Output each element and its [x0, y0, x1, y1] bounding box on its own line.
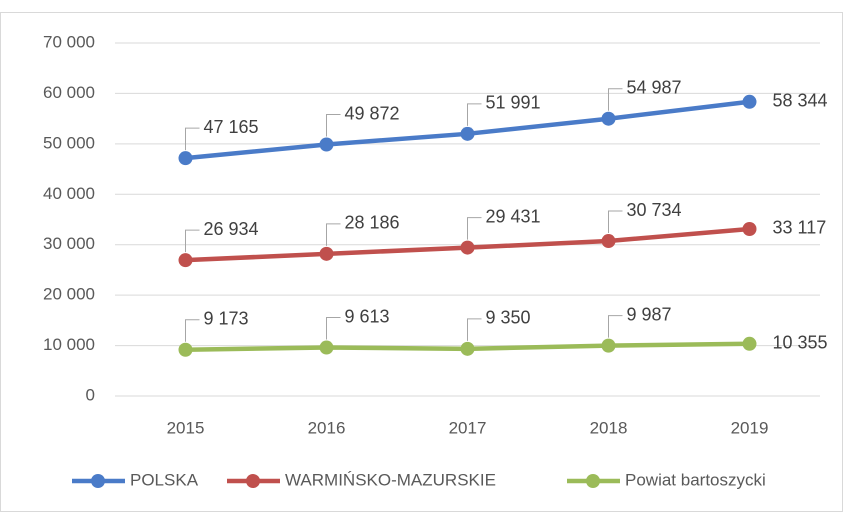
leader-line	[185, 127, 200, 151]
y-tick-label: 0	[86, 385, 95, 404]
x-tick-label: 2015	[167, 418, 205, 437]
y-tick-label: 30 000	[43, 234, 95, 253]
data-label: 33 117	[773, 218, 827, 238]
leader-line	[608, 315, 623, 338]
y-tick-label: 40 000	[43, 184, 95, 203]
data-point	[601, 111, 616, 126]
leader-line	[467, 318, 482, 341]
x-tick-label: 2018	[590, 418, 628, 437]
leader-line	[608, 88, 623, 111]
y-tick-label: 20 000	[43, 285, 95, 304]
leader-line	[185, 319, 200, 342]
leader-line	[185, 229, 200, 253]
leader-line	[326, 223, 341, 246]
leader-line	[608, 210, 623, 234]
x-tick-label: 2019	[731, 418, 769, 437]
data-label: 9 613	[345, 306, 390, 326]
data-point	[319, 137, 334, 152]
data-point	[742, 94, 757, 109]
data-point	[742, 221, 757, 236]
legend-label: Powiat bartoszycki	[625, 470, 766, 489]
data-point	[319, 246, 334, 261]
data-point	[601, 338, 616, 353]
chart-frame	[0, 12, 843, 512]
leader-line	[326, 317, 341, 340]
data-label: 58 344	[773, 91, 828, 111]
data-label: 9 987	[627, 304, 672, 324]
data-label: 47 165	[204, 117, 259, 137]
legend-label: WARMIŃSKO-MAZURSKIE	[285, 470, 496, 489]
data-label: 28 186	[345, 213, 400, 233]
data-point	[460, 240, 475, 255]
data-label: 9 350	[486, 308, 531, 328]
data-label: 30 734	[627, 200, 682, 220]
data-point	[319, 340, 334, 355]
y-tick-label: 50 000	[43, 133, 95, 152]
leader-line	[467, 103, 482, 126]
data-label: 51 991	[486, 93, 541, 113]
y-tick-label: 70 000	[43, 32, 95, 51]
leader-line	[467, 217, 482, 240]
legend-marker	[246, 474, 260, 488]
x-tick-label: 2017	[449, 418, 487, 437]
data-label: 10 355	[773, 333, 828, 353]
data-point	[460, 126, 475, 141]
leader-line	[326, 114, 341, 137]
data-label: 29 431	[486, 206, 541, 226]
legend-label: POLSKA	[130, 470, 199, 489]
y-tick-label: 60 000	[43, 83, 95, 102]
x-tick-label: 2016	[308, 418, 346, 437]
y-tick-label: 10 000	[43, 335, 95, 354]
data-point	[742, 336, 757, 351]
legend-marker	[91, 474, 105, 488]
data-point	[460, 341, 475, 356]
legend-marker	[586, 474, 600, 488]
data-point	[178, 342, 193, 357]
data-label: 9 173	[204, 308, 249, 328]
data-label: 54 987	[627, 77, 682, 97]
data-point	[178, 253, 193, 268]
data-point	[601, 234, 616, 249]
data-label: 26 934	[204, 219, 259, 239]
data-label: 49 872	[345, 103, 400, 123]
data-point	[178, 151, 193, 166]
